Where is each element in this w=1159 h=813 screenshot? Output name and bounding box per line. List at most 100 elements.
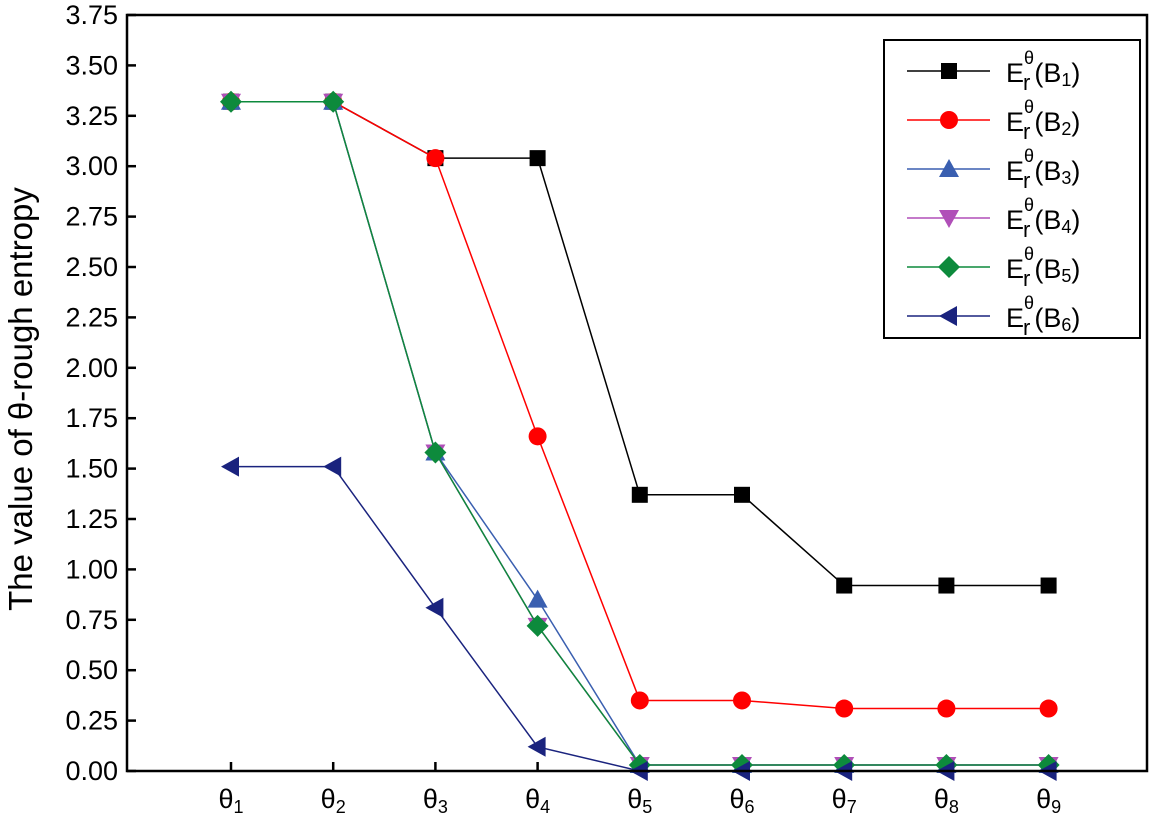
series-5-point — [322, 90, 345, 113]
y-axis-ticks: 0.00 0.25 0.50 0.75 1.00 1.25 1.50 1.75 2.00 2.25… — [65, 0, 136, 786]
legend-label-index: 3 — [1061, 168, 1071, 188]
legend-label: Eθ r (B3) — [1006, 146, 1080, 193]
x-tick-label: θ5 — [627, 784, 652, 813]
series-6-point — [221, 456, 239, 477]
x-tick-label-base: θ — [934, 784, 949, 813]
x-tick-label-sub: 9 — [1051, 797, 1061, 813]
legend-label-open: ( — [1034, 58, 1043, 88]
y-tick-label: 2.50 — [65, 252, 118, 282]
y-tick-label: 1.25 — [65, 504, 118, 534]
legend-entry-6: Eθ r (B6) — [907, 293, 1080, 340]
legend-label-base: E — [1006, 156, 1024, 186]
x-tick-label: θ9 — [1036, 784, 1061, 813]
legend-label-sub: r — [1023, 168, 1030, 193]
legend-label-set: B — [1043, 205, 1061, 235]
legend-label-base: E — [1006, 254, 1024, 284]
legend-marker — [939, 210, 959, 228]
legend-label-base: E — [1006, 107, 1024, 137]
x-tick-label: θ1 — [218, 784, 243, 813]
series-1-point — [1040, 577, 1057, 594]
legend-label-sub: r — [1023, 315, 1030, 340]
legend-label-sup: θ — [1024, 48, 1034, 68]
legend-label-index: 4 — [1061, 217, 1071, 237]
x-tick-label-sub: 4 — [540, 797, 550, 813]
legend-label-set: B — [1043, 58, 1061, 88]
legend-marker — [939, 306, 957, 326]
x-tick-label-base: θ — [525, 784, 540, 813]
legend-label-sup: θ — [1024, 97, 1034, 117]
y-tick-label: 0.50 — [65, 655, 118, 685]
legend-entry-4: Eθ r (B4) — [907, 195, 1080, 242]
legend-label-sup: θ — [1024, 293, 1034, 313]
legend-marker — [938, 256, 960, 278]
y-tick-label: 1.50 — [65, 454, 118, 484]
x-tick-label-sub: 7 — [847, 797, 857, 813]
series-2-point — [733, 691, 751, 710]
legend-label: Eθ r (B1) — [1006, 48, 1080, 95]
legend-marker — [940, 111, 958, 129]
y-axis-title-group: The value of θ-rough entropy — [2, 187, 39, 611]
legend-marker — [941, 63, 957, 79]
legend-label-open: ( — [1034, 156, 1043, 186]
legend-label-sub: r — [1023, 70, 1030, 95]
plot-area-frame — [125, 13, 1149, 773]
y-tick-label: 3.25 — [65, 101, 118, 131]
x-tick-label-sub: 6 — [745, 797, 755, 813]
series-6 — [221, 456, 1057, 781]
x-tick-label-sub: 8 — [949, 797, 959, 813]
x-tick-label: θ4 — [525, 784, 550, 813]
legend-label-sup: θ — [1024, 146, 1034, 166]
x-tick-label: θ7 — [832, 784, 857, 813]
legend-label-open: ( — [1034, 107, 1043, 137]
legend-label-sub: r — [1023, 119, 1030, 144]
y-tick-label: 0.00 — [65, 756, 118, 786]
legend-entry-3: Eθ r (B3) — [907, 146, 1080, 193]
series-6-line — [231, 465, 1049, 772]
legend-label: Eθ r (B5) — [1006, 244, 1080, 291]
x-tick-label-base: θ — [832, 784, 847, 813]
series-1-point — [734, 486, 750, 503]
legend-label-open: ( — [1034, 205, 1043, 235]
x-tick-label: θ2 — [321, 784, 346, 813]
legend-label-base: E — [1006, 58, 1024, 88]
series-6-point — [527, 736, 546, 757]
y-axis-title: The value of θ-rough entropy — [2, 187, 39, 611]
series-6-point — [323, 456, 342, 477]
legend-label-close: ) — [1071, 254, 1080, 284]
y-tick-label: 2.25 — [65, 302, 118, 332]
legend-box — [883, 39, 1141, 339]
y-tick-label: 3.50 — [65, 50, 118, 80]
y-tick-label: 0.25 — [65, 706, 118, 736]
series-2-point — [1039, 699, 1058, 718]
legend-entry-2: Eθ r (B2) — [907, 97, 1080, 144]
legend-label-close: ) — [1071, 303, 1080, 333]
legend-label-set: B — [1043, 107, 1061, 137]
legend-label: Eθ r (B4) — [1006, 195, 1080, 242]
x-tick-label-base: θ — [1036, 784, 1051, 813]
x-tick-label-sub: 3 — [438, 797, 448, 813]
x-tick-label-base: θ — [729, 784, 744, 813]
x-tick-label-base: θ — [321, 784, 336, 813]
legend-marker — [939, 159, 959, 177]
x-tick-label-base: θ — [627, 784, 642, 813]
y-tick-label: 1.00 — [65, 554, 118, 584]
y-tick-label: 3.00 — [65, 151, 118, 181]
legend-label: Eθ r (B6) — [1006, 293, 1080, 340]
series-5 — [220, 90, 1060, 776]
x-tick-label-sub: 1 — [234, 797, 244, 813]
series-2-point — [937, 699, 956, 718]
legend-label-sup: θ — [1024, 195, 1034, 215]
legend-label-base: E — [1006, 205, 1024, 235]
series-1-point — [529, 150, 546, 167]
legend-label-sub: r — [1023, 266, 1030, 291]
legend-label-index: 6 — [1061, 315, 1071, 335]
series-5-point — [526, 614, 549, 637]
x-tick-label-sub: 5 — [642, 797, 652, 813]
x-tick-label: θ8 — [934, 784, 959, 813]
legend-label-open: ( — [1034, 254, 1043, 284]
series-1-point — [836, 577, 853, 594]
legend-label-set: B — [1043, 303, 1061, 333]
legend-label-index: 2 — [1061, 119, 1071, 139]
series-1-point — [631, 486, 648, 503]
